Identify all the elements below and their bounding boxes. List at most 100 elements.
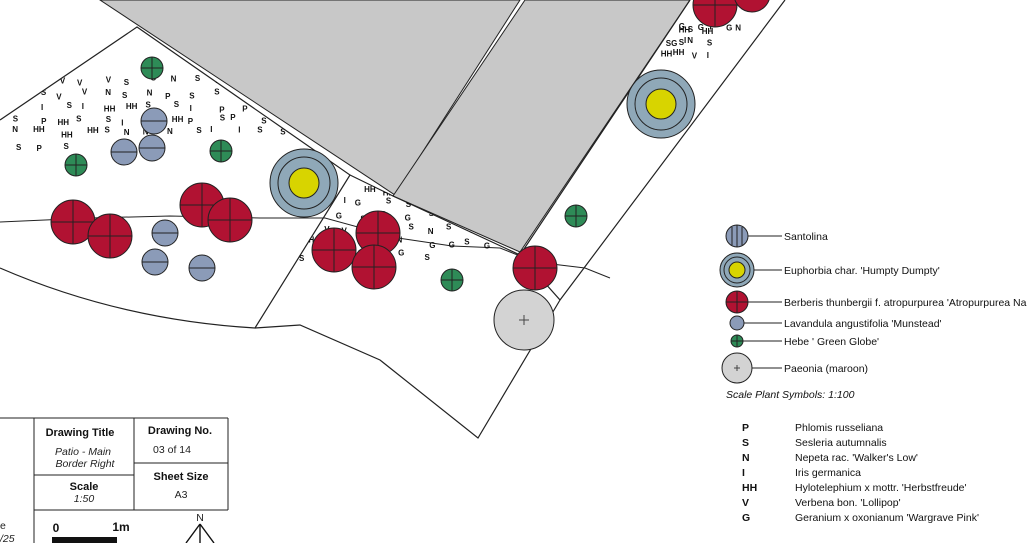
plant-code: G [679,22,685,31]
plant-code: S [429,209,435,218]
plant-code: V [56,92,62,101]
plant-code: S [146,101,152,110]
plant-code: N [12,125,18,134]
euphorbia-plant [269,148,339,218]
hebe-plant [140,56,164,80]
paeonia-plant [493,289,555,351]
plant-code: V [106,76,112,85]
legend-plant-name: Geranium x oxonianum 'Wargrave Pink' [795,512,979,524]
drawing-title-label: Drawing Title [46,427,115,439]
sheet-size-value: A3 [175,489,188,501]
plant-code: HH [104,104,116,113]
legend-plant-name: Verbena bon. 'Lollipop' [795,497,901,509]
lavandula-icon [729,315,745,331]
plant-code: N [11,102,17,111]
berberis-plant [207,197,253,243]
paved-area [99,0,521,196]
plant-code: G [336,212,342,221]
scale-bar-start: 0 [53,521,60,535]
plant-code: S [13,115,19,124]
legend-code: P [742,422,749,434]
plant-code: S [409,223,415,232]
legend-plant-name: Phlomis russeliana [795,422,883,434]
berberis-plant [692,0,738,28]
plant-code: V [34,75,40,84]
plant-code: S [280,128,286,137]
drawing-no-value: 03 of 14 [153,444,191,456]
plant-code: I [41,103,43,112]
plant-code: S [16,143,22,152]
clipped-text: e [0,520,6,532]
plant-code: HH [277,239,289,248]
plant-code: HH [661,49,673,58]
hebe-plant [64,153,88,177]
plant-code: G [449,241,455,250]
plant-code: S [189,92,195,101]
santolina-icon [725,224,749,248]
drawing-title-line2: Border Right [56,458,116,470]
plant-code: V [82,88,88,97]
plant-code: HH [277,222,289,231]
plant-code: HH [126,102,138,111]
north-arrow-icon [185,523,215,543]
legend-plant-name: Iris germanica [795,467,861,479]
hebe-icon [730,334,744,348]
plant-code: N [428,227,434,236]
legend-code: I [742,467,745,479]
scale-bar [52,537,117,543]
santolina-plant [110,138,138,166]
plant-code: G [405,214,411,223]
legend-plant-name: Nepeta rac. 'Walker's Low' [795,452,918,464]
hebe-plant [564,204,588,228]
plant-code: S [679,38,685,47]
legend-code: S [742,437,749,449]
berberis-plant [50,199,96,245]
legend-label: Santolina [784,231,828,243]
berberis-plant [87,213,133,259]
bed-outline-left [0,26,351,329]
plant-code: S [270,251,276,260]
plant-code: S [105,125,111,134]
legend-label: Hebe ' Green Globe' [784,336,879,348]
plant-code: HH [172,115,184,124]
plant-code: P [242,105,248,114]
plant-code: S [220,114,226,123]
bed-outline-middle [254,174,561,439]
plant-code: G [429,241,435,250]
plant-code: P [41,117,47,126]
plant-code: HH [364,185,376,194]
north-label: N [196,512,204,524]
plant-code: HH [673,48,685,57]
plant-code: I [82,102,84,111]
berberis-plant [512,245,558,291]
plant-code: I [344,196,346,205]
plant-code: G [355,199,361,208]
plant-code: S [122,91,128,100]
legend-plant-name: Hylotelephium x mottr. 'Herbstfreude' [795,482,967,494]
santolina-plant [188,254,216,282]
euphorbia-plant [626,69,696,139]
berberis-plant [734,0,770,13]
plant-code: HH [679,26,691,35]
plant-code: S [124,78,130,87]
plant-code: HH [58,118,70,127]
plant-code: HH [61,130,73,139]
plant-code: I [238,126,240,135]
plant-code: I [190,104,192,113]
plant-code: N [687,36,693,45]
plant-code: S [195,74,201,83]
plant-code: G [698,23,704,32]
clipped-text: /25 [0,533,15,543]
euphorbia-icon [719,252,755,288]
plant-code: N [124,128,130,137]
title-block: Drawing Title Patio - Main Border Right … [0,417,229,543]
plant-code: P [188,117,194,126]
plant-code: HH [702,27,714,36]
legend-code: N [742,452,750,464]
scale-bar-end: 1m [112,520,129,534]
plant-code: S [196,126,202,135]
plant-code: I [684,36,686,45]
scale-note: Scale Plant Symbols: 1:100 [726,389,855,401]
plant-code: HH [87,126,99,135]
